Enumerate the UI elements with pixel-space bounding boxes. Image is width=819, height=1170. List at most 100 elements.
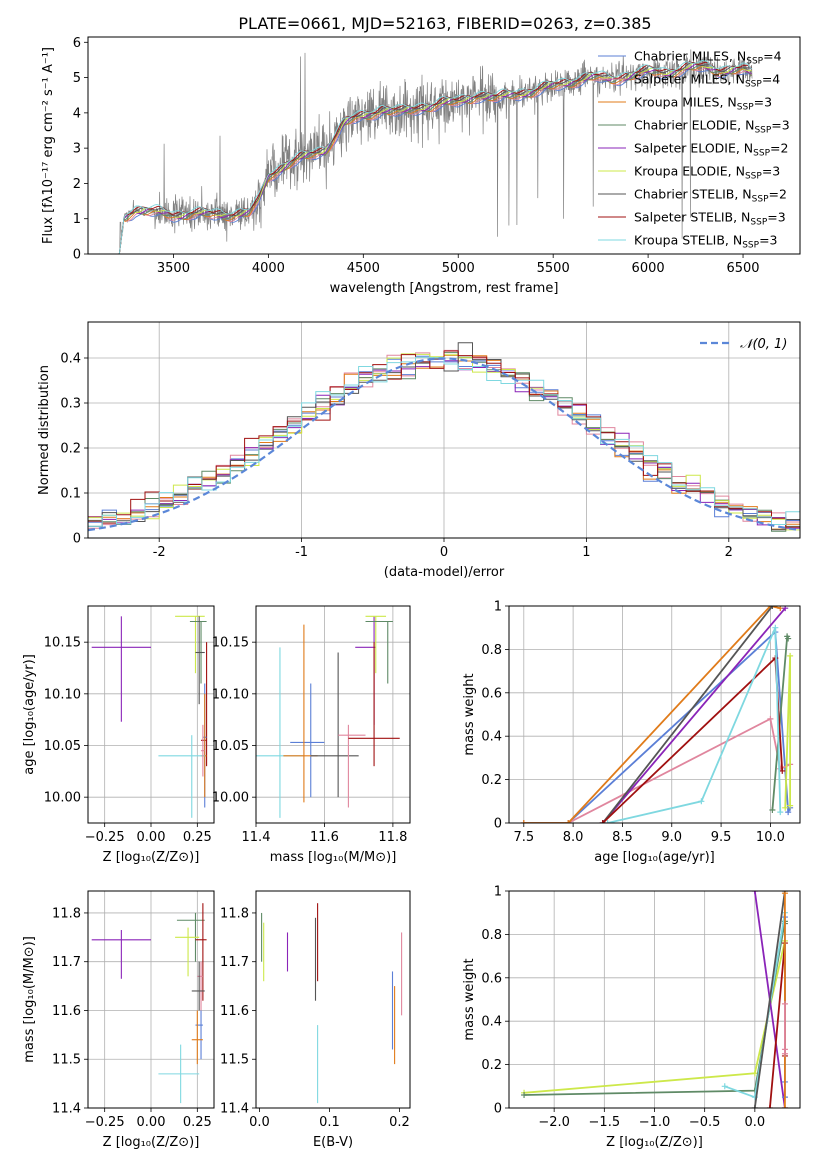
series-kroupa_stelib <box>604 624 784 823</box>
legend-label-chabrier_stelib: Chabrier STELIB, NSSP=2 <box>634 187 787 205</box>
series-kroupa_stelib <box>721 909 788 1101</box>
x-tick-label: −2.0 <box>538 1115 570 1130</box>
weight-vs-Z-panel: −2.0 −1.5 −1.0 −0.5 0.0 0 0.2 0.4 0.6 0.8 1 Z [log₁… <box>462 885 801 1150</box>
x-tick-label: 0 <box>440 545 448 560</box>
x-tick-label: 7.5 <box>513 830 534 845</box>
y-tick-label: 10.15 <box>212 636 249 651</box>
y-axis-label: mass weight <box>462 673 477 755</box>
spectrum-plot-area <box>118 49 753 254</box>
x-axis-label: E(B-V) <box>313 1135 353 1150</box>
errorbar-chabrier_elodie <box>365 620 393 684</box>
weight-marker <box>779 767 786 774</box>
x-tick-label: 1 <box>582 545 590 560</box>
x-axis-label: Z [log₁₀(Z/Z⊙)] <box>103 1135 200 1150</box>
age-vs-Z-panel: −0.25 0.00 0.25 10.00 10.05 10.10 10.15 Z [log₁… <box>22 605 215 865</box>
mass-vs-Z-panel: −0.25 0.00 0.25 11.4 11.5 11.6 11.7 11.8 Z [log₁… <box>22 890 215 1150</box>
x-tick-label: −1.5 <box>589 1115 621 1130</box>
errorbar-chabrier_stelib <box>310 652 359 798</box>
y-tick-label: 11.5 <box>52 1053 81 1068</box>
y-tick-label: 2 <box>73 177 81 192</box>
y-tick-label: 0 <box>494 817 502 832</box>
x-tick-label: −0.25 <box>85 1115 125 1130</box>
y-tick-label: 0.4 <box>481 1015 502 1030</box>
axes-frame <box>87 605 215 824</box>
series-kroupa_elodie <box>782 652 794 811</box>
y-tick-label: 0.2 <box>481 773 502 788</box>
legend-label-chabrier_miles: Chabrier MILES, NSSP=4 <box>634 49 782 67</box>
series-kroupa_miles <box>781 891 788 1108</box>
errorbar-salpeter_elodie <box>91 616 151 722</box>
x-tick-label: 6500 <box>726 261 759 276</box>
y-tick-label: 0.1 <box>60 487 81 502</box>
x-tick-label: 6000 <box>632 261 665 276</box>
weight-marker <box>777 809 784 816</box>
weight-marker <box>785 635 792 642</box>
legend-label-normal: 𝒩(0, 1) <box>740 337 787 352</box>
axes-frame <box>508 605 801 824</box>
x-tick-label: 2 <box>725 545 733 560</box>
weight-marker <box>766 1105 773 1108</box>
y-tick-label: 6 <box>73 36 81 51</box>
weight-marker <box>769 606 776 609</box>
y-tick-label: 11.8 <box>220 906 249 921</box>
weight-vs-age-panel: 7.5 8.0 8.5 9.0 9.5 10.0 0 0.2 0.4 0.6 0.8 1 age [lo… <box>462 600 801 865</box>
x-tick-label: 0.0 <box>745 1115 766 1130</box>
legend-label-salpeter_miles: Salpeter MILES, NSSP=4 <box>634 72 780 90</box>
x-tick-label: 4500 <box>347 261 380 276</box>
x-tick-label: -1 <box>295 545 308 560</box>
series-chabrier_elodie <box>769 633 792 813</box>
histogram-kroupa_stelib <box>88 356 800 538</box>
x-tick-label: −0.25 <box>85 830 125 845</box>
y-tick-label: 1 <box>494 600 502 615</box>
errorbar-kroupa_elodie <box>175 615 205 674</box>
age_vs_mass-plot-area <box>256 615 400 818</box>
y-axis-label: mass weight <box>462 958 477 1040</box>
y-tick-label: 10.10 <box>212 687 249 702</box>
x-tick-label: 4000 <box>252 261 285 276</box>
weight-line <box>753 891 786 1108</box>
y-tick-label: 0.8 <box>481 643 502 658</box>
x-tick-label: 0.00 <box>137 1115 166 1130</box>
weight-marker <box>565 820 572 823</box>
legend-label-kroupa_stelib: Kroupa STELIB, NSSP=3 <box>634 233 778 251</box>
y-axis-label: mass [log₁₀(M/M⊙)] <box>22 936 37 1063</box>
spectrum-legend: Chabrier MILES, NSSP=4 Salpeter MILES, NS… <box>598 49 790 251</box>
y-tick-label: 0.6 <box>481 686 502 701</box>
mass_vs_Z-plot-area <box>91 903 207 1104</box>
y-tick-label: 11.8 <box>52 906 81 921</box>
weight_vs_age-plot-area <box>520 606 794 823</box>
spectrum-panel: 3500 4000 4500 5000 5500 6000 6500 0 1 2 3 4 5 6 wavel… <box>41 36 801 296</box>
weight-marker <box>521 1091 528 1098</box>
x-tick-label: −1.0 <box>639 1115 671 1130</box>
x-tick-label: -2 <box>153 545 166 560</box>
errorbar-chabrier_miles <box>290 683 325 798</box>
series-salpeter_miles <box>781 1000 788 1057</box>
weight-marker <box>769 806 776 813</box>
weight-line <box>567 630 791 823</box>
y-tick-label: 10.05 <box>212 739 249 754</box>
weight-line <box>602 607 786 823</box>
mass-vs-ebv-panel: 0.0 0.1 0.2 11.4 11.5 11.6 11.7 11.8 E(B-V) <box>220 890 411 1150</box>
axes-frame <box>87 890 215 1109</box>
x-tick-label: 9.0 <box>661 830 682 845</box>
weight-marker <box>782 804 789 811</box>
legend-label-kroupa_miles: Kroupa MILES, NSSP=3 <box>634 95 772 113</box>
x-tick-label: 8.0 <box>563 830 584 845</box>
y-tick-label: 0.6 <box>481 971 502 986</box>
y-tick-label: 0.4 <box>481 730 502 745</box>
weight-marker <box>772 624 779 631</box>
y-tick-label: 11.4 <box>220 1102 249 1117</box>
y-tick-label: 0.8 <box>481 928 502 943</box>
y-tick-label: 10.00 <box>44 791 81 806</box>
age-vs-mass-panel: 11.4 11.6 11.8 10.00 10.05 10.10 10.15 mass [lo… <box>212 605 411 865</box>
errorbar-salpeter_miles <box>201 724 205 777</box>
errorbar-salpeter_stelib <box>201 642 208 767</box>
weight-marker <box>599 820 606 823</box>
legend-label-salpeter_stelib: Salpeter STELIB, NSSP=3 <box>634 210 786 228</box>
y-tick-label: 1 <box>494 885 502 900</box>
figure-title: PLATE=0661, MJD=52163, FIBERID=0263, z=0… <box>238 14 651 33</box>
y-tick-label: 10.00 <box>212 791 249 806</box>
weight-marker <box>604 820 611 823</box>
y-axis-label: Flux [fλ10⁻¹⁷ erg cm⁻² s⁻¹ A⁻¹] <box>41 47 56 244</box>
